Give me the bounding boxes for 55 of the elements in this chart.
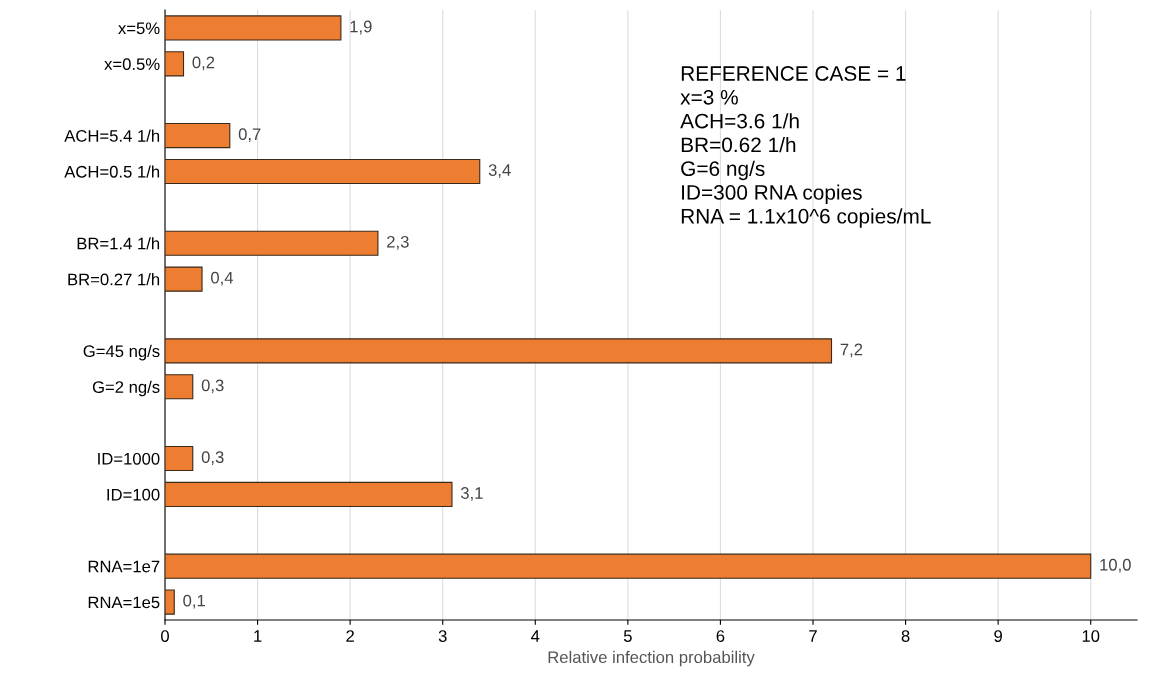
bar [165,589,175,615]
data-label: 7,2 [840,343,863,358]
y-tick-label: x=0.5% [104,58,160,71]
annotation: BR=0.62 1/h [681,136,796,153]
bar [165,158,481,185]
y-tick-label: BR=0.27 1/h [68,273,160,286]
x-tick-label: 5 [623,630,632,642]
data-label: 0,2 [192,56,215,71]
x-tick-label: 9 [994,630,1002,642]
x-tick-label: 0 [161,630,169,642]
data-label: 0,1 [183,594,205,609]
bar [165,553,1092,579]
y-tick-label: RNA=1e5 [88,596,160,609]
bar [165,481,453,507]
annotation: ID=300 RNA copies [682,184,862,204]
x-tick-label: 8 [901,630,910,642]
y-tick-label: G=2 ng/s [92,380,160,397]
data-label: 0,3 [201,379,224,394]
data-label: 0,3 [201,451,224,465]
annotation: RNA = 1.1x10^6 copies/mL [681,208,931,228]
y-tick-label: x=5% [118,22,160,35]
y-tick-label: RNA=1e7 [88,560,160,573]
annotation: ACH=3.6 1/h [680,113,799,129]
x-tick-label: 6 [716,630,725,642]
data-label: 10,0 [1100,558,1131,573]
bar [165,15,342,41]
bar [165,338,833,364]
x-axis-title: Relative infection probability [548,650,755,667]
x-tick-label: 3 [438,630,447,642]
annotation: REFERENCE CASE = 1 [681,66,906,81]
annotation: G=6 ng/s [681,160,765,181]
bar [165,445,194,472]
y-tick-label: ID=1000 [98,452,160,465]
bar [165,266,203,292]
y-tick-label: ACH=0.5 1/h [64,165,160,178]
bar [165,123,231,149]
bar [165,374,194,400]
data-label: 1,9 [350,20,372,35]
annotation: x=3 % [680,89,738,105]
data-label: 3,1 [460,487,483,501]
bar [165,230,379,256]
data-label: 2,3 [387,235,409,250]
y-tick-label: BR=1.4 1/h [77,237,160,250]
x-tick-label: 2 [346,630,354,642]
data-label: 0,4 [211,271,234,286]
y-tick-label: ID=100 [107,488,160,501]
data-label: 0,7 [238,128,261,143]
bar [165,51,185,77]
data-label: 3,4 [488,164,511,178]
x-tick-label: 10 [1082,630,1100,642]
x-tick-label: 4 [531,630,540,642]
x-tick-label: 7 [809,630,817,642]
y-tick-label: ACH=5.4 1/h [64,129,160,142]
y-tick-label: G=45 ng/s [83,344,160,361]
x-tick-label: 1 [254,630,262,642]
